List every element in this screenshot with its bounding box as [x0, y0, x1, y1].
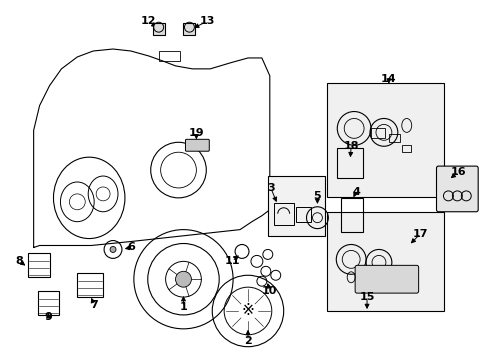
- Bar: [158, 51, 180, 61]
- Text: 19: 19: [188, 129, 204, 138]
- Bar: [326, 83, 444, 197]
- Text: 1: 1: [179, 302, 187, 312]
- Text: 12: 12: [141, 16, 156, 26]
- Text: 3: 3: [266, 183, 274, 193]
- Text: 16: 16: [449, 167, 465, 177]
- Text: 8: 8: [16, 256, 23, 266]
- Bar: [370, 129, 384, 138]
- Text: 10: 10: [262, 286, 277, 296]
- Bar: [267, 176, 325, 235]
- Text: 17: 17: [412, 229, 427, 239]
- Bar: [77, 273, 103, 297]
- Bar: [152, 23, 164, 35]
- Bar: [38, 291, 60, 315]
- Text: 4: 4: [351, 187, 359, 197]
- Text: 7: 7: [90, 300, 98, 310]
- Circle shape: [175, 271, 191, 287]
- Text: 6: 6: [127, 243, 135, 252]
- Text: 2: 2: [244, 336, 251, 346]
- Bar: [273, 203, 293, 225]
- Bar: [341, 198, 362, 231]
- Bar: [28, 253, 49, 277]
- Circle shape: [110, 247, 116, 252]
- Text: 13: 13: [199, 16, 215, 26]
- Bar: [337, 148, 362, 178]
- Text: ※: ※: [241, 303, 254, 319]
- Bar: [295, 207, 311, 222]
- Bar: [183, 23, 195, 35]
- Text: 11: 11: [224, 256, 239, 266]
- FancyBboxPatch shape: [436, 166, 477, 212]
- Text: 9: 9: [44, 312, 52, 322]
- Text: 15: 15: [359, 292, 374, 302]
- FancyBboxPatch shape: [185, 139, 209, 151]
- Text: 14: 14: [380, 74, 396, 84]
- Bar: [388, 134, 399, 142]
- Text: 18: 18: [343, 141, 358, 151]
- Text: 5: 5: [313, 191, 321, 201]
- Bar: [326, 212, 444, 311]
- FancyBboxPatch shape: [354, 265, 418, 293]
- Bar: [401, 145, 410, 152]
